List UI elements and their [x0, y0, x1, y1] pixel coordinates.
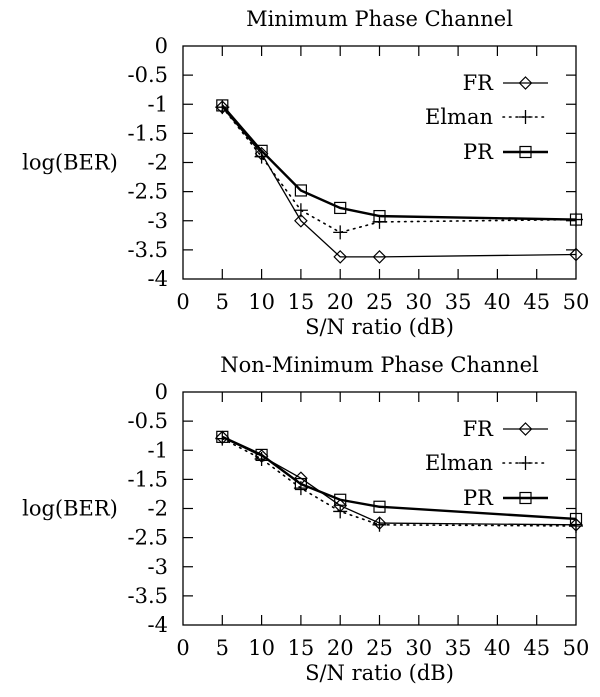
- x-tick-label: 50: [563, 290, 590, 314]
- y-tick-label: -1.5: [128, 121, 169, 145]
- chart-title: Minimum Phase Channel: [246, 7, 513, 31]
- data-point-pr: [569, 213, 583, 226]
- chart-title: Non-Minimum Phase Channel: [220, 353, 539, 377]
- data-point-fr: [569, 247, 583, 262]
- y-axis-label: log(BER): [22, 497, 118, 521]
- data-point-pr: [334, 201, 347, 215]
- y-tick-label: -3: [148, 209, 168, 233]
- y-tick-label: -2.5: [128, 180, 169, 204]
- y-tick-label: 0: [155, 380, 168, 404]
- series-line-fr: [222, 436, 577, 526]
- plot-frame: [182, 45, 577, 280]
- x-tick-label: 40: [484, 290, 511, 314]
- data-point-pr: [255, 448, 268, 462]
- x-tick-label: 30: [405, 636, 432, 660]
- data-point-pr: [373, 500, 386, 513]
- data-point-pr: [216, 99, 229, 112]
- x-tick-label: 0: [176, 290, 189, 314]
- data-point-elman: [333, 225, 348, 240]
- x-tick-label: 45: [523, 636, 550, 660]
- chart-svg-minimum-phase: Minimum Phase Channel 0 -0.5 -1 -1.5 -2 -2.5 -3…: [22, 7, 590, 339]
- data-point-elman: [372, 517, 387, 532]
- x-tick-label: 5: [216, 636, 229, 660]
- series-line-elman: [221, 437, 577, 527]
- x-tick-label: 5: [216, 290, 229, 314]
- x-tick-label: 35: [445, 290, 472, 314]
- legend-label-pr: PR: [463, 140, 494, 164]
- y-tick-label: -1: [148, 438, 168, 462]
- y-tick-label: 0: [155, 34, 168, 58]
- x-tick-label: 50: [563, 636, 590, 660]
- x-tick-label: 20: [327, 636, 354, 660]
- y-tick-label: -0.5: [128, 409, 169, 433]
- data-point-fr: [294, 213, 308, 228]
- y-axis-label: log(BER): [22, 151, 118, 175]
- y-tick-label: -2.5: [128, 526, 169, 550]
- legend-marker-fr: [518, 76, 533, 90]
- legend-marker-fr: [518, 422, 533, 436]
- y-tick-label: -3.5: [128, 238, 169, 262]
- data-point-pr: [373, 209, 386, 223]
- series-line-fr: [221, 106, 577, 258]
- x-tick-label: 10: [248, 636, 275, 660]
- data-point-pr: [294, 184, 307, 197]
- y-tick-label: -1: [148, 92, 168, 116]
- x-tick-label: 40: [484, 636, 511, 660]
- y-tick-label: -3: [148, 555, 168, 579]
- legend-label-elman: Elman: [425, 451, 493, 475]
- data-point-fr: [333, 250, 348, 264]
- data-point-pr: [569, 512, 583, 526]
- plot-frame: [182, 391, 577, 626]
- legend-marker-pr: [519, 145, 532, 159]
- x-tick-label: 30: [405, 290, 432, 314]
- data-point-pr: [294, 477, 307, 491]
- legend-label-fr: FR: [463, 71, 495, 95]
- chart-svg-non-minimum-phase: Non-Minimum Phase Channel 0 -0.5 -1 -1.5 -2 -2…: [22, 353, 590, 685]
- legend-marker-elman: [518, 110, 533, 124]
- data-point-pr: [255, 144, 268, 157]
- x-axis-label: S/N ratio (dB): [305, 315, 454, 339]
- x-tick-label: 45: [523, 290, 550, 314]
- data-point-elman: [333, 504, 348, 519]
- series-pr: [216, 99, 583, 226]
- x-tick-label: 15: [288, 290, 315, 314]
- data-point-elman: [293, 203, 308, 218]
- data-point-elman: [569, 518, 583, 533]
- x-tick-label: 35: [445, 636, 472, 660]
- series-line-pr: [221, 104, 577, 221]
- y-tick-label: -2: [148, 497, 168, 521]
- chart-non-minimum-phase: Non-Minimum Phase Channel 0 -0.5 -1 -1.5 -2 -2…: [0, 346, 600, 693]
- x-axis-label: S/N ratio (dB): [305, 661, 454, 685]
- y-tick-label: -0.5: [128, 63, 169, 87]
- y-tick-label: -4: [148, 613, 168, 637]
- chart-minimum-phase: Minimum Phase Channel 0 -0.5 -1 -1.5 -2 -2.5 -3…: [0, 0, 600, 347]
- data-point-pr: [334, 493, 347, 506]
- data-point-pr: [216, 430, 229, 443]
- legend-marker-elman: [518, 456, 533, 470]
- y-tick-label: -1.5: [128, 467, 169, 491]
- data-point-fr: [372, 250, 387, 264]
- y-tick-label: -3.5: [128, 584, 169, 608]
- legend-label-pr: PR: [463, 486, 494, 510]
- series-pr: [216, 430, 583, 526]
- y-tick-label: -2: [148, 151, 168, 175]
- legend-marker-pr: [519, 491, 532, 505]
- x-tick-label: 10: [248, 290, 275, 314]
- x-tick-label: 25: [366, 636, 393, 660]
- x-tick-label: 25: [366, 290, 393, 314]
- legend-label-fr: FR: [463, 417, 495, 441]
- x-tick-label: 0: [176, 636, 189, 660]
- y-tick-label: -4: [148, 267, 168, 291]
- series-fr: [215, 100, 583, 264]
- x-tick-label: 20: [327, 290, 354, 314]
- series-line-elman: [221, 106, 577, 234]
- legend-label-elman: Elman: [425, 105, 493, 129]
- series-elman: [215, 431, 583, 533]
- x-tick-label: 15: [288, 636, 315, 660]
- series-line-pr: [221, 435, 577, 521]
